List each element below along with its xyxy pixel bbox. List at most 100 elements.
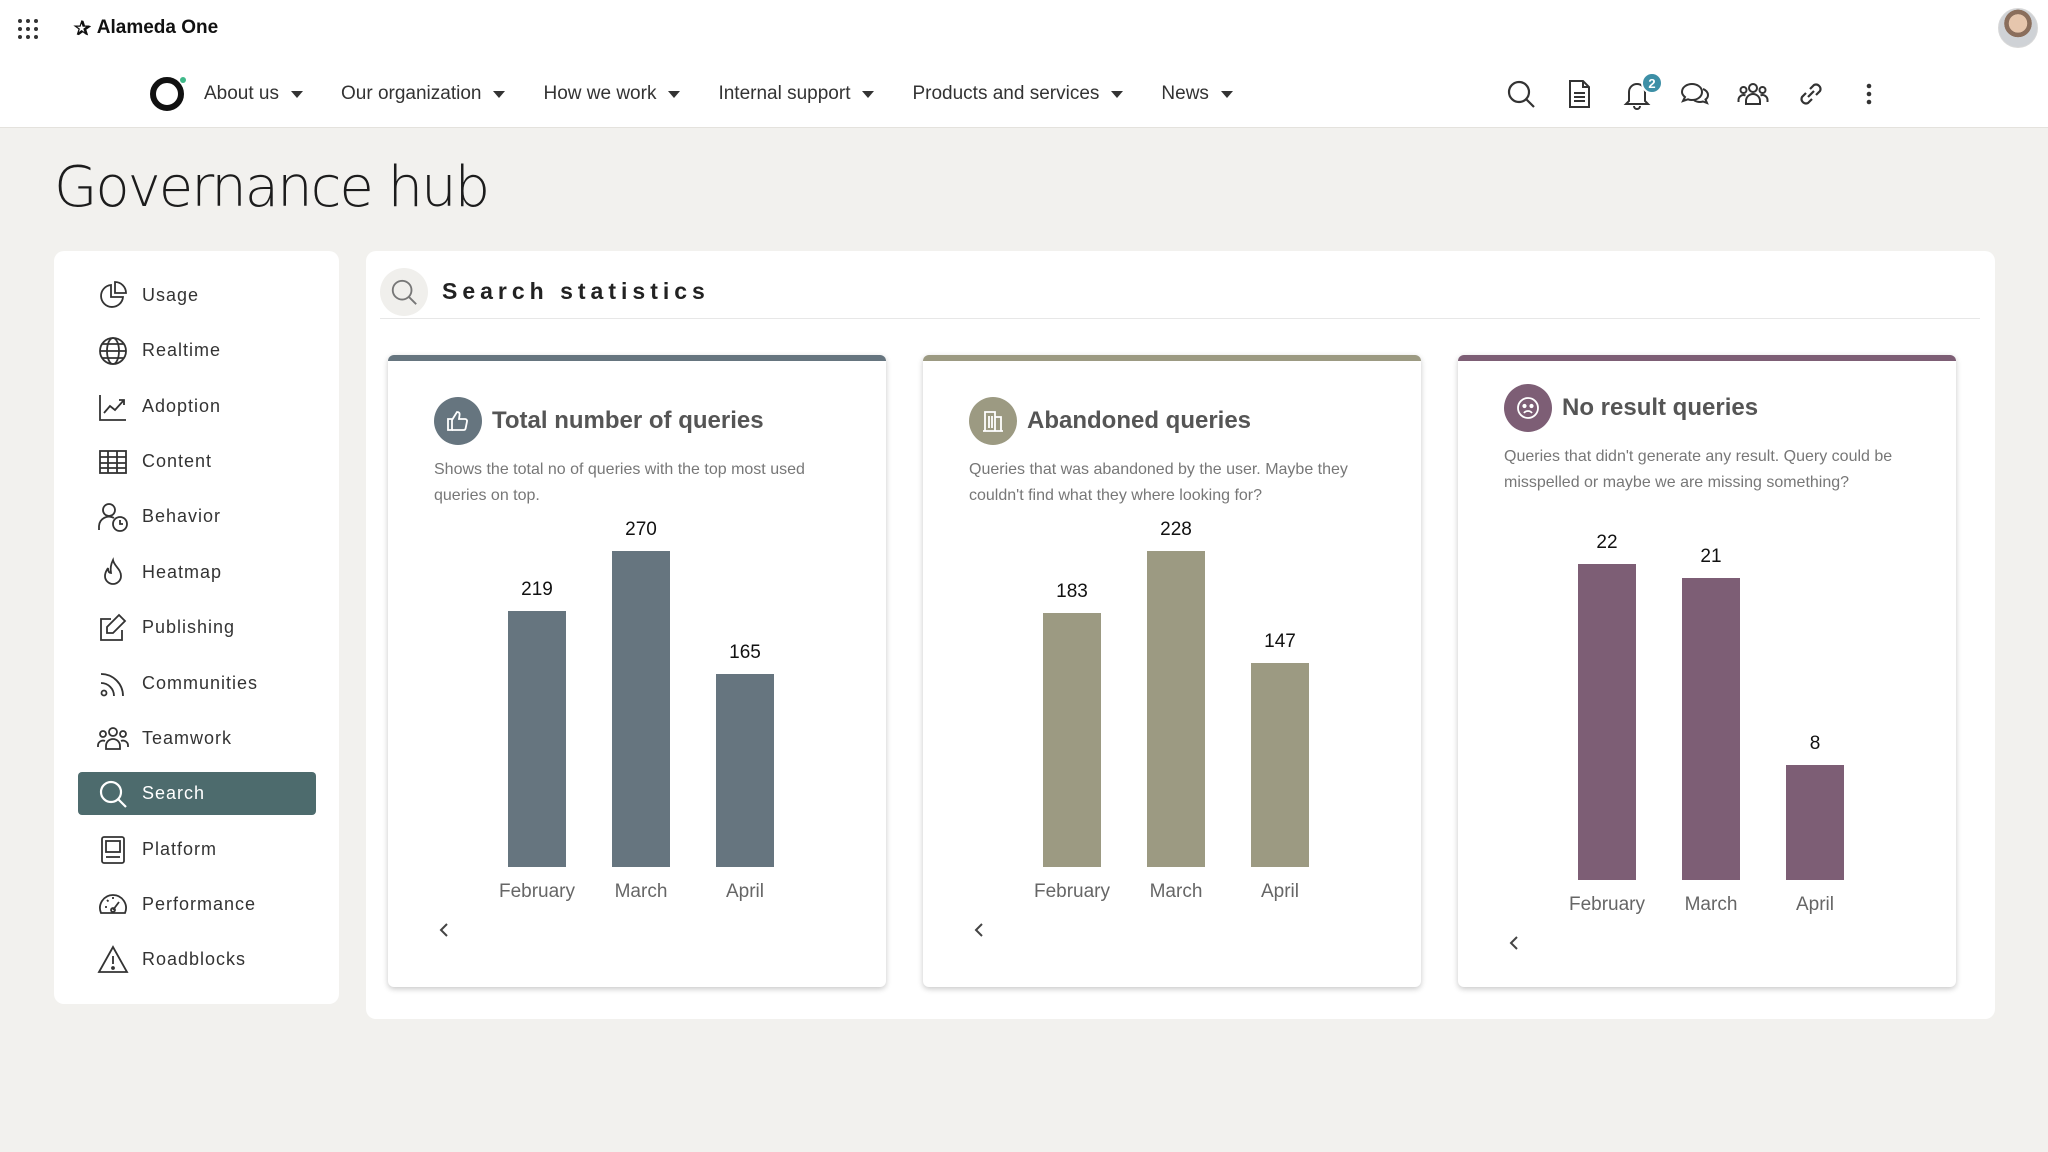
brand[interactable]: ✰ Alameda One [74, 14, 218, 42]
category-label: February [1034, 881, 1111, 902]
bar-chart-svg: 22 February 21 March 8 April [1569, 532, 1844, 915]
team-icon [96, 722, 130, 756]
more-vertical-icon[interactable] [1853, 78, 1885, 110]
sidebar-item-teamwork[interactable]: Teamwork [78, 717, 316, 760]
card-header: Abandoned queries [969, 397, 1251, 445]
sidebar-item-roadblocks[interactable]: Roadblocks [78, 938, 316, 981]
sidebar-item-performance[interactable]: Performance [78, 883, 316, 926]
sidebar: Usage Realtime Adoption Content Behavior… [54, 251, 339, 1004]
card-description: Queries that didn't generate any result.… [1504, 448, 1893, 491]
caret-down-icon [668, 90, 681, 98]
search-icon[interactable] [1505, 78, 1537, 110]
apps-grid-icon[interactable] [16, 17, 40, 41]
bar-march[interactable] [1682, 578, 1740, 880]
nav-item-how-we-work[interactable]: How we work [543, 83, 681, 105]
bar-march[interactable] [1147, 551, 1205, 867]
category-label: April [726, 881, 764, 902]
bar-value-label: 165 [729, 642, 761, 663]
top-header: ✰ Alameda One About us Our organization … [0, 0, 2048, 128]
bar-april[interactable] [1786, 765, 1844, 880]
link-icon[interactable] [1795, 78, 1827, 110]
chevron-left-icon[interactable] [1504, 933, 1524, 953]
sidebar-item-platform[interactable]: Platform [78, 828, 316, 871]
line-chart-icon [96, 390, 130, 424]
page-title: Governance hub [54, 155, 490, 220]
main-nav: About us Our organization How we work In… [150, 70, 1271, 118]
sidebar-item-label: Adoption [142, 396, 222, 416]
sidebar-item-label: Content [142, 451, 213, 471]
chevron-left-icon[interactable] [969, 920, 989, 940]
sidebar-item-label: Teamwork [142, 728, 233, 748]
sidebar-item-usage[interactable]: Usage [78, 274, 316, 317]
bar-value-label: 183 [1056, 581, 1088, 602]
nav-item-label: Our organization [341, 83, 482, 104]
nav-item-our-organization[interactable]: Our organization [341, 83, 506, 105]
sidebar-item-label: Usage [142, 285, 200, 305]
bar-value-label: 21 [1700, 546, 1721, 567]
sidebar-item-search[interactable]: Search [78, 772, 316, 815]
nav-item-products-and-services[interactable]: Products and services [912, 83, 1124, 105]
sidebar-item-adoption[interactable]: Adoption [78, 385, 316, 428]
stat-card-no-result-queries: No result queries Queries that didn't ge… [1458, 355, 1956, 987]
bar-value-label: 219 [521, 579, 553, 600]
chat-icon[interactable] [1679, 78, 1711, 110]
bar-march[interactable] [612, 551, 670, 867]
bell-icon[interactable]: 2 [1621, 72, 1663, 110]
bar-february[interactable] [508, 611, 566, 867]
nav-item-internal-support[interactable]: Internal support [718, 83, 875, 105]
gauge-icon [96, 888, 130, 922]
chevron-left-icon[interactable] [434, 920, 454, 940]
card-header: No result queries [1504, 384, 1758, 432]
edit-icon [96, 611, 130, 645]
card-title: Abandoned queries [1027, 407, 1252, 434]
bar-february[interactable] [1043, 613, 1101, 867]
card-header: Total number of queries [434, 397, 764, 445]
caret-down-icon [1111, 90, 1124, 98]
sidebar-item-label: Performance [142, 894, 257, 914]
avatar[interactable] [1998, 8, 2038, 48]
bar-value-label: 270 [625, 519, 657, 540]
sidebar-item-label: Platform [142, 839, 218, 859]
sidebar-item-label: Search [142, 783, 206, 803]
people-icon[interactable] [1737, 78, 1769, 110]
sidebar-item-label: Communities [142, 673, 259, 693]
thumbs-up-icon [434, 397, 482, 445]
sidebar-item-behavior[interactable]: Behavior [78, 495, 316, 538]
stat-card-abandoned-queries: Abandoned queries Queries that was aband… [923, 355, 1421, 987]
globe-icon [96, 334, 130, 368]
sidebar-item-publishing[interactable]: Publishing [78, 606, 316, 649]
bar-value-label: 228 [1160, 519, 1192, 540]
flame-icon [96, 556, 130, 590]
bar-april[interactable] [716, 674, 774, 867]
sidebar-item-content[interactable]: Content [78, 440, 316, 483]
sidebar-item-heatmap[interactable]: Heatmap [78, 551, 316, 594]
sidebar-item-communities[interactable]: Communities [78, 662, 316, 705]
nav-item-news[interactable]: News [1161, 83, 1233, 105]
card-title: No result queries [1562, 394, 1759, 421]
star-burst-icon: ✰ [74, 17, 91, 40]
caret-down-icon [493, 90, 506, 98]
bar-february[interactable] [1578, 564, 1636, 880]
home-logo-icon[interactable] [150, 77, 186, 111]
category-label: April [1796, 894, 1834, 915]
bar-chart: 219 February 270 March 165 April [388, 519, 886, 921]
sidebar-item-realtime[interactable]: Realtime [78, 329, 316, 372]
document-icon[interactable] [1563, 78, 1595, 110]
nav-item-about-us[interactable]: About us [204, 83, 303, 105]
caret-down-icon [862, 90, 875, 98]
sidebar-item-label: Realtime [142, 340, 222, 360]
category-label: March [1685, 894, 1738, 915]
building-icon [969, 397, 1017, 445]
bar-value-label: 147 [1264, 631, 1296, 652]
user-clock-icon [96, 500, 130, 534]
pie-chart-icon [96, 279, 130, 313]
search-icon [96, 777, 130, 811]
rss-icon [96, 667, 130, 701]
sidebar-item-label: Heatmap [142, 562, 223, 582]
sidebar-item-label: Roadblocks [142, 949, 247, 969]
bar-april[interactable] [1251, 663, 1309, 867]
nav-item-label: About us [204, 83, 279, 104]
bar-chart-svg: 183 February 228 March 147 April [1034, 519, 1309, 902]
nav-item-label: Internal support [718, 83, 851, 104]
card-description: Queries that was abandoned by the user. … [969, 461, 1348, 504]
